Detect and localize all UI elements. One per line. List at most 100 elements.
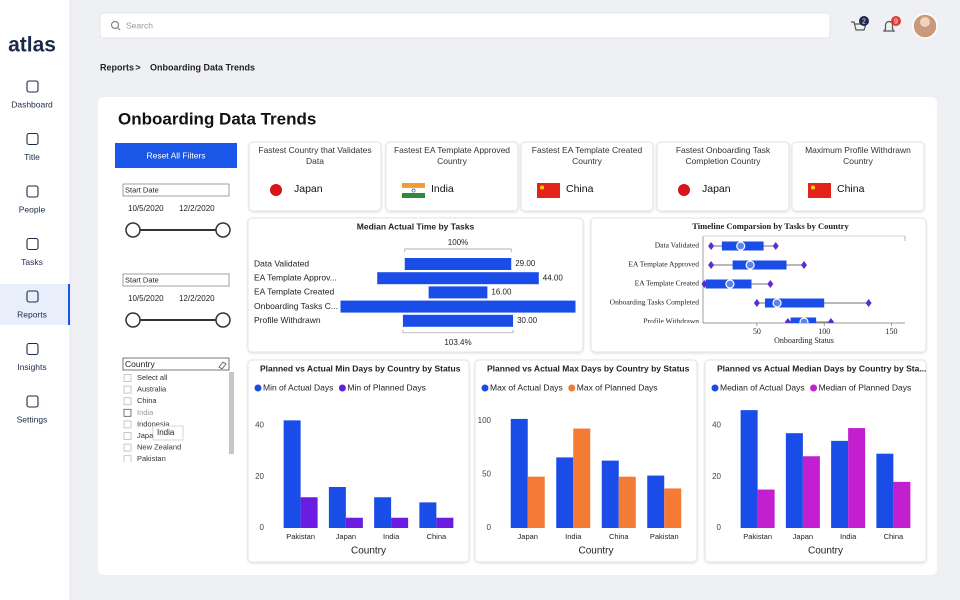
- breadcrumb-item[interactable]: Reports: [100, 62, 134, 72]
- checkbox[interactable]: [123, 385, 132, 394]
- flag: [402, 183, 425, 188]
- notification-count: 9: [894, 18, 898, 25]
- x-tick-label: China: [609, 532, 629, 541]
- nav-label[interactable]: Settings: [17, 414, 48, 424]
- nav-label[interactable]: Dashboard: [11, 99, 53, 109]
- legend-label: Min of Planned Days: [347, 382, 425, 392]
- value-label: 44.00: [543, 273, 564, 282]
- slider-handle[interactable]: [125, 222, 141, 238]
- whisker-end: [701, 280, 708, 288]
- nav-active-marker: [68, 284, 70, 325]
- nav-label[interactable]: Title: [24, 152, 40, 162]
- kpi-title-box: Fastest EA Template Created Country: [532, 145, 642, 166]
- tooltip: [152, 425, 184, 441]
- cart-badge: [859, 16, 869, 26]
- category-label: EA Template Approved: [628, 260, 699, 269]
- y-tick-label: 0: [717, 523, 722, 532]
- reset-button[interactable]: [115, 143, 237, 168]
- country-option[interactable]: Pakistan: [137, 454, 166, 463]
- date-end[interactable]: 12/2/2020: [179, 294, 215, 303]
- search-placeholder: Search: [126, 20, 153, 30]
- kpi-value: Japan: [702, 183, 731, 195]
- box: [732, 260, 787, 270]
- search-box[interactable]: [99, 12, 831, 39]
- country-list: Select all Australia China India Indonesia Ja…: [123, 373, 181, 463]
- date-label-box: [122, 273, 230, 287]
- checkbox[interactable]: [123, 374, 132, 382]
- bar: [391, 517, 409, 528]
- x-tick-label: Pakistan: [743, 532, 772, 541]
- chart-card: [590, 217, 927, 353]
- whisker-end: [801, 261, 807, 269]
- eraser-icon[interactable]: [218, 361, 227, 370]
- country-option[interactable]: China: [137, 396, 157, 405]
- kpi-title: Fastest EA Template Approved Country: [393, 145, 511, 166]
- slider-handle[interactable]: [125, 312, 141, 328]
- nav-icon[interactable]: [26, 395, 39, 408]
- bar: [876, 453, 894, 528]
- date-end[interactable]: 12/2/2020: [179, 204, 215, 213]
- date-label: Start Date: [125, 185, 159, 194]
- page-title: Onboarding Data Trends: [118, 109, 316, 128]
- value-label: 30.00: [517, 316, 538, 325]
- checkbox[interactable]: [123, 420, 132, 429]
- bar: [893, 481, 911, 528]
- checkbox[interactable]: [123, 443, 132, 452]
- value-label: 29.00: [515, 259, 536, 268]
- date-start[interactable]: 10/5/2020: [128, 294, 164, 303]
- checkbox[interactable]: [123, 397, 132, 406]
- y-tick-label: 40: [255, 421, 264, 430]
- country-option[interactable]: Japan: [137, 431, 157, 440]
- nav-label[interactable]: People: [19, 204, 46, 214]
- nav-label[interactable]: Insights: [17, 362, 46, 372]
- kpi-title: Fastest Onboarding Task Completion Count…: [675, 145, 771, 166]
- country-option[interactable]: New Zealand: [137, 443, 181, 452]
- flag: [540, 185, 544, 190]
- logo[interactable]: atlas: [8, 34, 56, 57]
- country-slicer-header: [122, 357, 230, 371]
- date-start[interactable]: 10/5/2020: [128, 204, 164, 213]
- nav-icon[interactable]: [26, 185, 39, 198]
- x-axis-label: Onboarding Status: [774, 336, 834, 345]
- kpi-title-box: Fastest EA Template Approved Country: [393, 145, 511, 166]
- bar: [802, 456, 820, 528]
- box-labels: Data Validated EA Template Approved EA Tem…: [610, 241, 700, 323]
- bar: [647, 475, 665, 528]
- category-label: Data Validated: [254, 258, 309, 268]
- checkbox[interactable]: [123, 455, 132, 463]
- value-label: 16.00: [491, 288, 512, 297]
- bar: [283, 420, 301, 528]
- bar: [618, 476, 636, 528]
- bar: [556, 457, 574, 528]
- country-option[interactable]: India: [137, 408, 154, 417]
- reset-button-label[interactable]: Reset All Filters: [146, 150, 205, 160]
- country-option[interactable]: Australia: [137, 385, 167, 394]
- country-option[interactable]: Select all: [137, 373, 168, 382]
- slider-handle[interactable]: [215, 312, 231, 328]
- median-marker: [725, 279, 735, 289]
- chart-title: Planned vs Actual Median Days by Country…: [717, 363, 926, 373]
- slider-handle[interactable]: [215, 222, 231, 238]
- flag: [808, 183, 831, 198]
- x-axis-label: Country: [808, 546, 843, 557]
- legend-marker: [338, 384, 346, 392]
- nav-icon[interactable]: [26, 290, 39, 303]
- nav-label[interactable]: Tasks: [21, 257, 43, 267]
- checkbox[interactable]: [123, 432, 132, 440]
- nav-icon[interactable]: [26, 132, 39, 146]
- x-tick-label: India: [840, 532, 857, 541]
- category-label: Profile Withdrawn: [254, 315, 321, 325]
- nav-label[interactable]: Reports: [17, 309, 47, 319]
- checkbox[interactable]: [123, 408, 132, 417]
- flag: [537, 183, 560, 198]
- bell-icon[interactable]: [882, 20, 896, 32]
- nav-icon[interactable]: [26, 237, 39, 251]
- country-option[interactable]: Indonesia: [137, 419, 170, 428]
- nav-icon[interactable]: [26, 342, 39, 356]
- bar: [510, 418, 528, 528]
- funnel-bar: [340, 300, 576, 313]
- nav-icon[interactable]: [26, 80, 39, 93]
- whisker-end: [767, 280, 774, 288]
- bar: [740, 410, 758, 528]
